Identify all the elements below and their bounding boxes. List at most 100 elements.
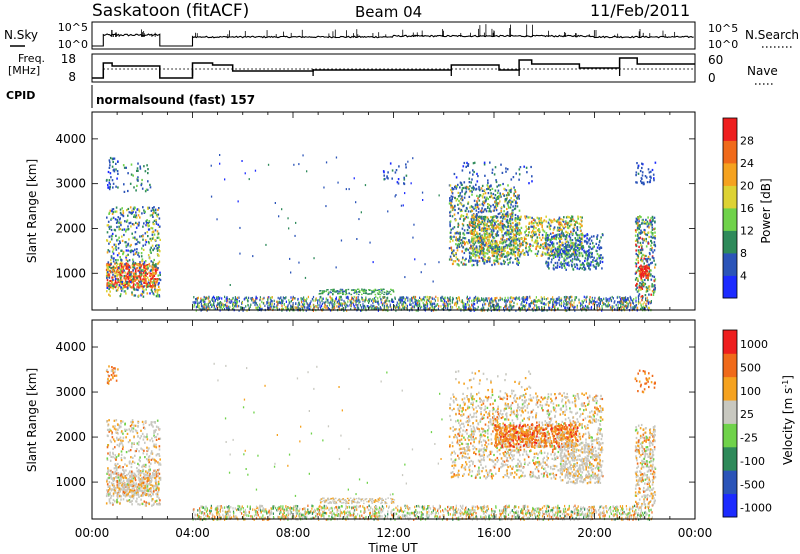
range-time-cell xyxy=(134,248,136,251)
range-time-cell xyxy=(464,191,467,194)
range-time-cell xyxy=(475,187,478,190)
range-time-cell xyxy=(559,237,561,240)
range-time-cell xyxy=(454,185,456,188)
range-time-cell xyxy=(574,265,576,268)
range-time-cell xyxy=(378,303,380,306)
range-time-cell xyxy=(381,302,384,305)
range-time-cell xyxy=(123,183,125,186)
range-time-cell xyxy=(496,185,498,188)
range-time-cell xyxy=(492,300,494,303)
range-time-cell xyxy=(534,219,536,222)
range-time-cell xyxy=(138,294,140,297)
range-time-cell xyxy=(648,301,650,304)
range-time-cell xyxy=(513,248,515,251)
range-time-cell xyxy=(612,297,614,300)
range-time-cell xyxy=(589,299,591,303)
range-time-cell xyxy=(117,286,120,289)
range-time-cell xyxy=(581,263,583,266)
range-time-cell xyxy=(518,255,521,258)
range-time-cell xyxy=(543,242,546,245)
range-time-cell xyxy=(554,307,556,311)
range-time-cell xyxy=(134,206,136,209)
range-time-cell xyxy=(141,212,143,215)
range-time-cell xyxy=(475,215,477,218)
range-time-cell xyxy=(389,290,391,293)
range-time-cell xyxy=(538,307,540,310)
range-time-cell xyxy=(582,245,584,248)
range-time-cell xyxy=(231,297,234,300)
range-time-cell xyxy=(479,243,482,246)
range-time-cell xyxy=(114,262,116,265)
range-time-cell xyxy=(242,309,244,312)
range-time-cell xyxy=(480,229,483,232)
range-time-cell xyxy=(580,219,583,222)
range-time-cell xyxy=(437,307,439,311)
range-time-cell xyxy=(494,246,497,249)
range-time-cell xyxy=(646,299,648,303)
range-time-cell xyxy=(341,291,344,294)
range-time-cell xyxy=(255,306,257,309)
range-time-cell xyxy=(327,293,329,296)
range-time-cell xyxy=(138,224,140,227)
range-time-cell xyxy=(462,305,464,308)
range-time-cell xyxy=(559,299,561,302)
range-time-cell xyxy=(503,246,505,249)
range-time-cell xyxy=(120,286,122,289)
range-time-cell xyxy=(131,249,134,252)
range-time-cell xyxy=(580,302,582,305)
range-time-cell xyxy=(196,297,198,300)
range-time-cell xyxy=(485,302,487,306)
range-time-cell xyxy=(247,299,249,303)
range-time-cell xyxy=(574,254,577,257)
range-time-cell xyxy=(451,236,453,239)
range-time-cell xyxy=(199,307,201,311)
range-time-cell xyxy=(517,244,519,247)
range-time-cell xyxy=(503,213,506,216)
range-time-cell xyxy=(540,217,542,220)
range-time-cell xyxy=(465,206,468,210)
range-time-cell xyxy=(483,262,485,265)
range-time-cell xyxy=(451,215,454,218)
range-time-cell xyxy=(296,306,298,309)
range-time-cell xyxy=(306,302,308,305)
range-time-cell xyxy=(249,305,251,309)
range-time-cell xyxy=(493,196,496,199)
range-time-cell xyxy=(579,266,582,269)
range-time-cell xyxy=(364,184,367,187)
range-time-cell xyxy=(532,222,534,225)
range-time-cell xyxy=(193,303,196,307)
range-time-cell xyxy=(560,264,563,267)
range-time-cell xyxy=(386,290,388,292)
range-time-cell xyxy=(567,231,569,234)
range-time-cell xyxy=(338,296,340,299)
range-time-cell xyxy=(315,297,317,300)
range-time-cell xyxy=(486,260,489,263)
range-time-cell xyxy=(527,253,529,256)
range-time-cell xyxy=(477,220,480,223)
range-time-cell xyxy=(155,244,157,247)
range-time-cell xyxy=(106,284,109,287)
range-time-cell xyxy=(489,235,491,239)
range-time-cell xyxy=(459,242,462,245)
range-time-cell xyxy=(556,220,558,223)
range-time-cell xyxy=(570,218,572,221)
range-time-cell xyxy=(604,303,606,306)
range-time-cell xyxy=(363,290,365,293)
range-time-cell xyxy=(511,200,514,203)
range-time-cell xyxy=(514,239,516,242)
range-time-cell xyxy=(533,230,536,234)
range-time-cell xyxy=(487,187,490,190)
range-time-cell xyxy=(565,240,568,243)
range-time-cell xyxy=(147,228,150,231)
range-time-cell xyxy=(138,281,141,284)
range-time-cell xyxy=(620,298,622,301)
range-time-cell xyxy=(357,304,359,307)
range-time-cell xyxy=(141,278,144,281)
range-time-cell xyxy=(376,300,378,304)
range-time-cell xyxy=(568,246,570,249)
range-time-cell xyxy=(111,246,114,249)
range-time-cell xyxy=(536,240,539,243)
range-time-cell xyxy=(476,206,479,209)
range-time-cell xyxy=(559,225,561,228)
range-time-cell xyxy=(617,301,619,304)
